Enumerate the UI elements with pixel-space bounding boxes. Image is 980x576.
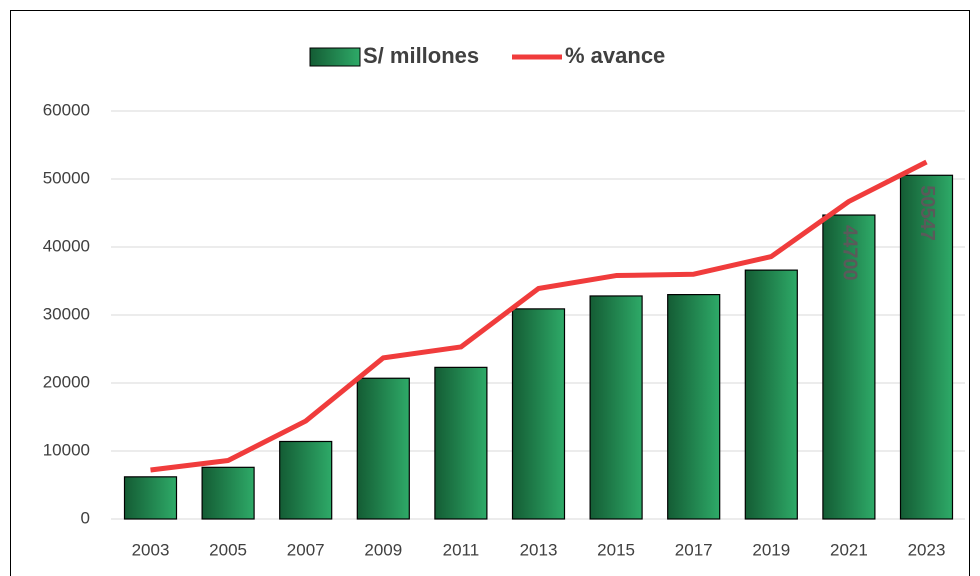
x-tick-label: 2023	[908, 540, 946, 559]
data-label: 44700	[839, 225, 861, 281]
y-tick-label: 60000	[43, 100, 90, 119]
bar	[744, 269, 798, 520]
legend-label: S/ millones	[363, 43, 479, 68]
x-tick-label: 2021	[830, 540, 868, 559]
x-tick-label: 2019	[752, 540, 790, 559]
x-tick-label: 2013	[520, 540, 558, 559]
chart-border	[10, 10, 970, 576]
x-tick-label: 2015	[597, 540, 635, 559]
line	[150, 159, 928, 473]
x-tick-label: 2007	[287, 540, 325, 559]
bar	[589, 295, 643, 520]
y-tick-label: 50000	[43, 168, 90, 187]
legend-label: % avance	[565, 43, 665, 68]
data-label: 50547	[916, 185, 938, 241]
bar	[511, 308, 566, 520]
x-tick-label: 2011	[443, 540, 480, 559]
x-tick-label: 2003	[132, 540, 170, 559]
bar	[822, 214, 876, 520]
y-tick-label: 40000	[43, 236, 90, 255]
bar	[123, 476, 178, 520]
x-tick-label: 2005	[209, 540, 247, 559]
bar	[667, 294, 721, 520]
y-tick-label: 0	[81, 508, 90, 527]
bar	[356, 377, 410, 520]
bar	[899, 174, 954, 520]
y-tick-label: 10000	[43, 440, 90, 459]
bar	[279, 440, 333, 520]
bar	[434, 366, 488, 520]
y-tick-label: 30000	[43, 304, 90, 323]
y-tick-label: 20000	[43, 372, 90, 391]
legend-swatch	[309, 47, 361, 67]
x-tick-label: 2017	[675, 540, 713, 559]
bar	[201, 466, 255, 520]
x-tick-label: 2009	[364, 540, 402, 559]
